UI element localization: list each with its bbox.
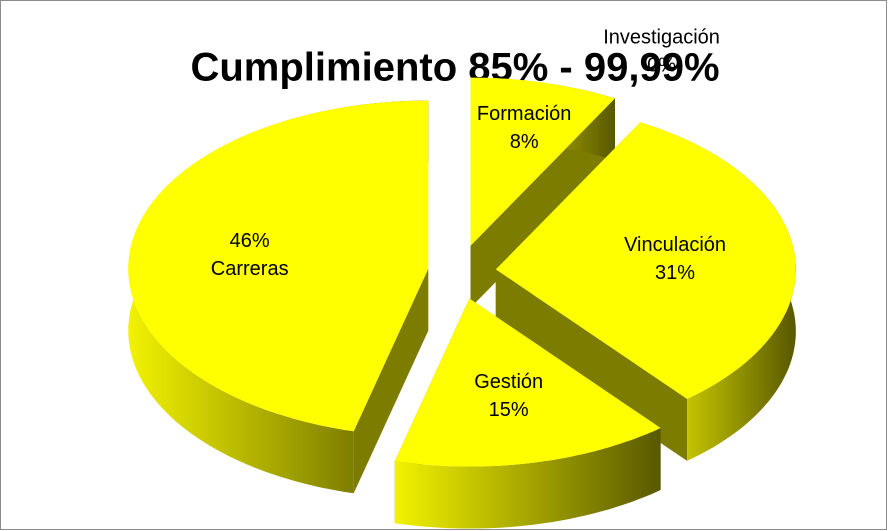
category-label: Investigación bbox=[603, 26, 720, 48]
slice-radial-side bbox=[353, 268, 429, 494]
category-label: Carreras bbox=[211, 258, 289, 280]
category-label: Gestión bbox=[474, 371, 543, 393]
slice-outer-side bbox=[394, 428, 661, 529]
data-label: 31% bbox=[655, 262, 695, 284]
slice bbox=[470, 77, 615, 246]
data-label: 8% bbox=[510, 131, 539, 153]
data-label: 15% bbox=[489, 399, 529, 421]
slice bbox=[128, 100, 429, 432]
slice bbox=[394, 298, 661, 467]
category-label: Vinculación bbox=[624, 234, 726, 256]
data-label: 0% bbox=[647, 54, 676, 76]
data-label: 46% bbox=[230, 230, 270, 252]
slice bbox=[495, 122, 796, 399]
category-label: Formación bbox=[477, 103, 571, 125]
chart-title: Cumplimiento 85% - 99,99% bbox=[190, 46, 719, 90]
slice-radial-side bbox=[495, 269, 688, 461]
pie: Formación 8% Investigación 0% Vinculación 31%… bbox=[128, 26, 796, 529]
